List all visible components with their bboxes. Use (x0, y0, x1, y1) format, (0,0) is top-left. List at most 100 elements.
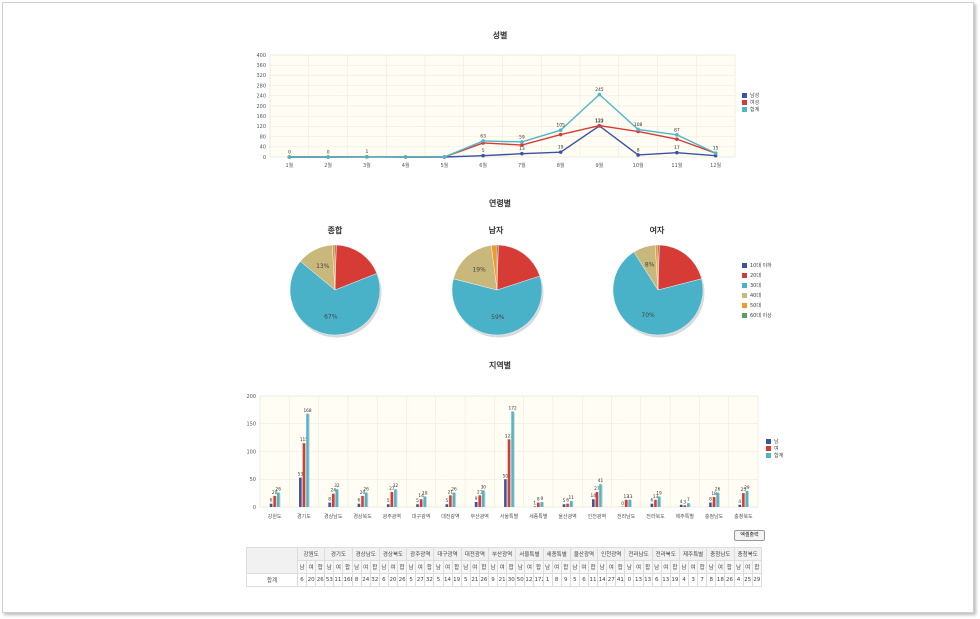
bar-data-label: 13 (627, 494, 633, 500)
bar-합계 (364, 492, 368, 507)
bar-data-label: 13 (623, 494, 629, 500)
bar-data-label: 20 (360, 490, 366, 496)
bar-여 (419, 499, 423, 507)
age-legend-swatch (742, 313, 747, 318)
age-legend-label: 10대 이하 (750, 262, 772, 269)
line-data-label: 87 (674, 127, 680, 133)
bar-shadow (741, 505, 742, 507)
table-sub-header: 여 (387, 560, 399, 574)
bar-shadow (367, 493, 369, 507)
line-x-tick: 8월 (557, 162, 565, 169)
bar-data-label: 14 (418, 493, 424, 499)
bar-여 (478, 495, 482, 507)
table-cell: 29 (751, 573, 763, 587)
bar-shadow (653, 504, 654, 507)
table-sub-header: 남 (433, 560, 444, 574)
bar-shadow (360, 504, 362, 507)
bar-shadow (601, 484, 603, 507)
table-sub-header: 여 (469, 560, 480, 574)
bar-shadow (682, 505, 684, 507)
bar-data-label: 1 (533, 500, 536, 506)
bar-shadow (363, 496, 365, 507)
bar-x-tick: 인천광역 (588, 513, 606, 520)
pie-slice (496, 244, 541, 291)
table-sub-header: 합 (642, 560, 653, 574)
pie-slice (334, 244, 378, 291)
table-cell: 13 (660, 573, 671, 587)
table-sub-header: 합 (478, 560, 489, 574)
bar-shadow (451, 495, 453, 507)
table-cell: 115 (333, 573, 344, 587)
bar-data-label: 8 (328, 497, 331, 503)
bar-남 (709, 502, 712, 507)
bar-legend-swatch (766, 439, 771, 444)
bar-data-label: 26 (276, 487, 282, 493)
table-cell: 9 (487, 573, 499, 587)
pie-slice (331, 244, 336, 291)
bar-data-label: 20 (272, 490, 278, 496)
bar-data-label: 6 (566, 498, 569, 504)
pie-slice (657, 244, 702, 291)
bar-shadow (393, 492, 394, 507)
line-y-tick: 0 (263, 155, 266, 161)
line-x-tick: 7월 (518, 162, 526, 169)
table-cell: 41 (615, 573, 626, 587)
line-data-label: 245 (595, 87, 604, 93)
table-sub-header: 남 (378, 560, 389, 574)
bar-data-label: 5 (387, 498, 390, 504)
line-legend-swatch (742, 93, 747, 98)
bar-합계 (745, 490, 749, 507)
table-sub-header: 합 (369, 560, 380, 574)
bar-shadow (389, 504, 391, 507)
bar-남 (562, 504, 566, 507)
bar-합계 (657, 496, 661, 507)
bar-data-label: 4 (738, 499, 741, 505)
line-legend-label: 남성 (750, 92, 759, 99)
table-region-header: 제주특별 (678, 547, 708, 561)
table-sub-header: 합 (669, 560, 680, 574)
pie-data-label: 59% (491, 314, 505, 321)
line-y-tick: 120 (256, 124, 266, 130)
table-cell: 26 (315, 573, 326, 587)
bar-data-label: 9 (541, 496, 544, 502)
line-point (675, 150, 679, 155)
table-sub-header: 남 (460, 560, 471, 574)
line-data-label: 108 (634, 122, 643, 128)
line-point (520, 143, 524, 147)
table-region-header: 세종특별 (542, 547, 571, 561)
bar-남 (533, 506, 536, 507)
bar-shadow (565, 504, 567, 507)
line-point (597, 123, 602, 128)
bar-x-tick: 전라남도 (617, 513, 636, 520)
line-point (558, 150, 563, 154)
line-data-label: 17 (674, 145, 680, 151)
table-cell: 30 (506, 573, 517, 587)
table-region-header: 대전광역 (460, 547, 489, 561)
line-y-tick: 80 (260, 134, 266, 140)
bar-shadow (396, 489, 398, 507)
bar-여 (654, 499, 657, 507)
excel-export-button[interactable]: 엑셀출력 (734, 530, 765, 541)
table-sub-header: 합 (506, 560, 517, 574)
bar-x-tick: 강원도 (268, 513, 282, 520)
bar-shadow (455, 493, 457, 507)
line-legend-label: 합계 (750, 106, 760, 113)
table-sub-header: 남 (406, 560, 417, 574)
bar-x-tick: 광주광역 (383, 513, 401, 520)
table-cell: 32 (424, 573, 435, 587)
line-y-tick: 160 (256, 114, 266, 120)
age-legend-label: 50대 (750, 302, 761, 309)
table-sub-header: 여 (524, 560, 535, 574)
bar-data-label: 172 (508, 406, 516, 412)
bar-shadow (422, 499, 424, 507)
pie-slice (654, 244, 659, 291)
bar-data-label: 25 (741, 487, 747, 493)
table-cell: 4 (678, 573, 690, 587)
table-cell: 5 (433, 573, 444, 587)
bar-합계 (306, 413, 309, 507)
bar-shadow (506, 479, 508, 507)
age-legend-label: 30대 (750, 282, 761, 289)
bar-y-tick: 200 (246, 394, 256, 400)
table-cell: 6 (578, 573, 590, 587)
line-data-label: 15 (713, 146, 719, 152)
